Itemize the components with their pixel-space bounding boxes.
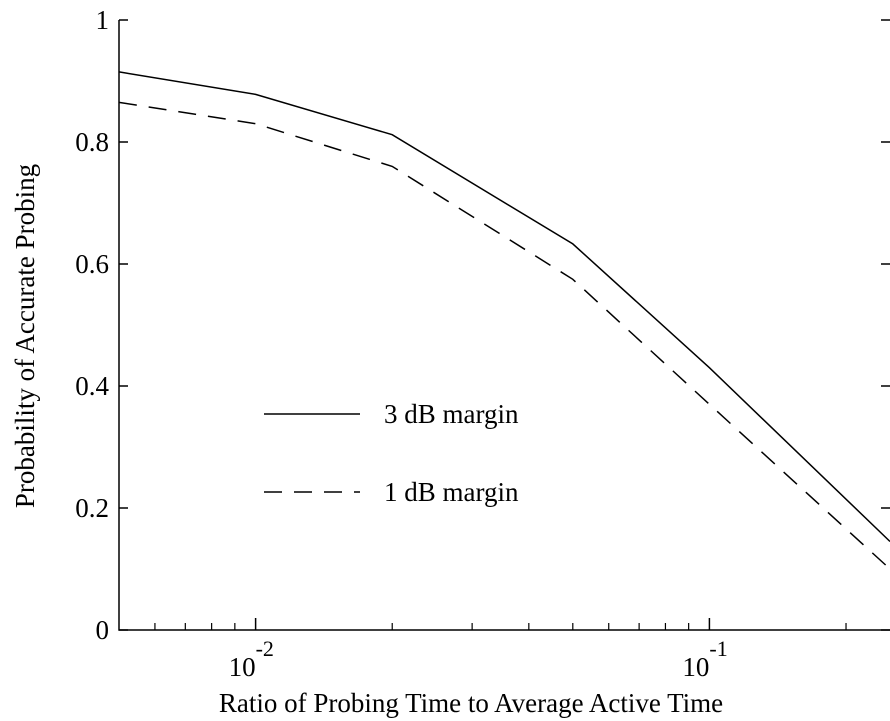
legend-label-2: 1 dB margin [384,477,519,507]
legend-label-1: 3 dB margin [384,399,519,429]
series-line-1 [118,71,890,543]
axis-ticks: 0 0.2 0.4 0.6 0.8 1 10-2 10-1 [75,5,890,682]
y-tick-label: 1 [96,5,110,35]
series-line-2 [118,101,890,570]
y-tick-label: 0.4 [75,371,109,401]
y-tick-label: 0.8 [75,127,109,157]
x-tick-label: 10-2 [229,636,274,682]
plot-area [118,20,890,631]
y-tick-label: 0.2 [75,493,109,523]
y-tick-label: 0.6 [75,249,109,279]
legend: 3 dB margin 1 dB margin [264,399,519,507]
series-layer [118,71,890,570]
y-axis-label: Probability of Accurate Probing [10,164,40,508]
x-axis-label: Ratio of Probing Time to Average Active … [219,688,723,718]
y-tick-label: 0 [96,615,110,645]
x-tick-label: 10-1 [682,636,727,682]
axis-frame [118,20,890,631]
